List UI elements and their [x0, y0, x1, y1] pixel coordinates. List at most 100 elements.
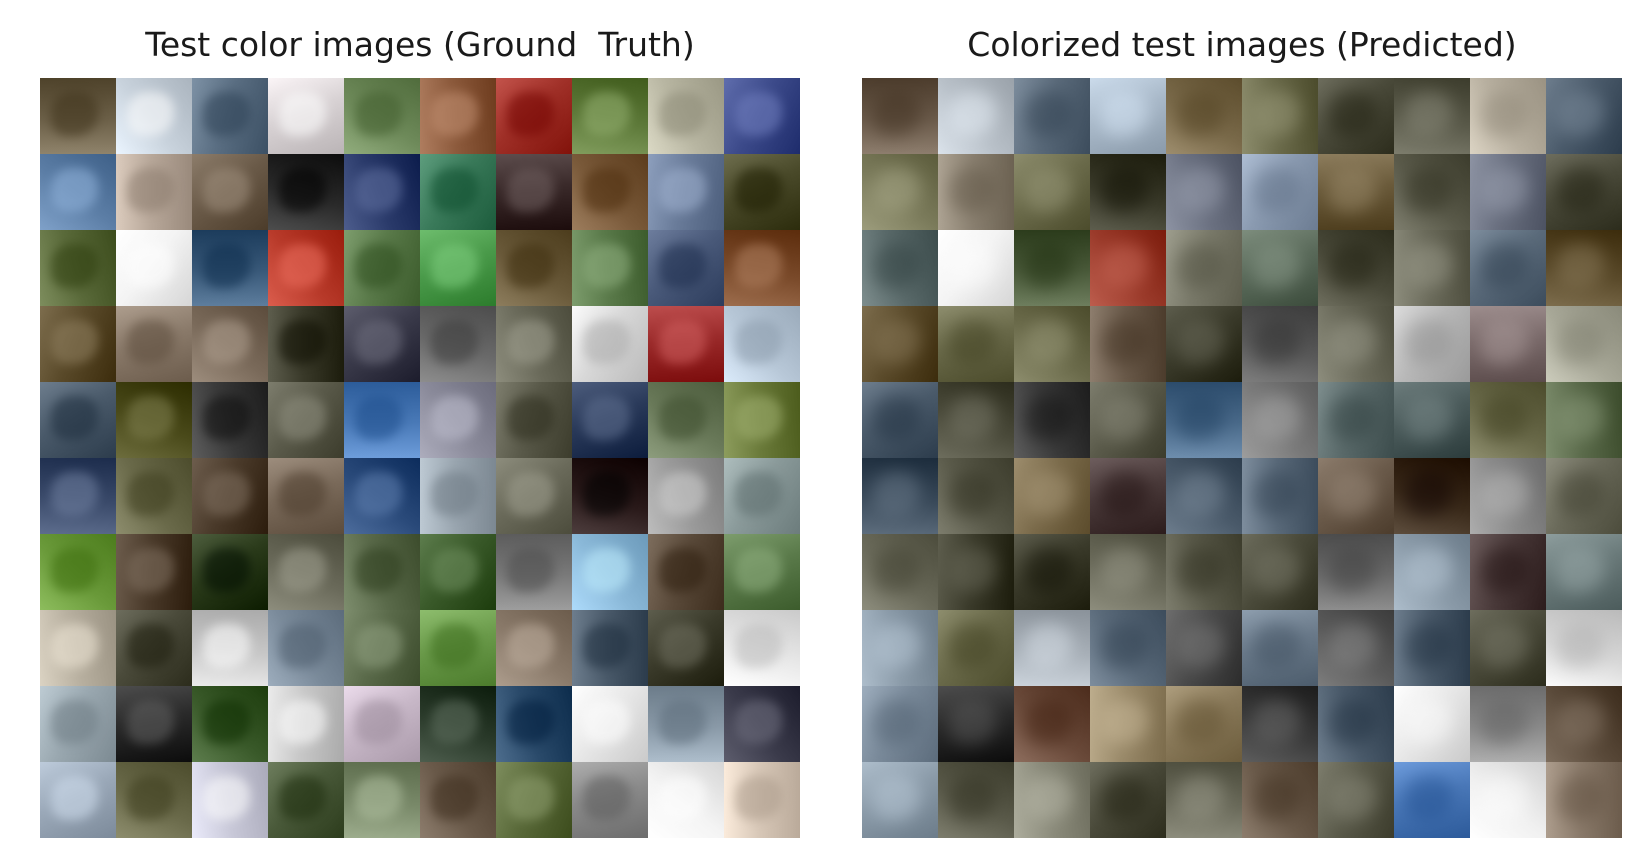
predicted-thumbnail: [1166, 610, 1242, 686]
predicted-thumbnail: [1470, 306, 1546, 382]
ground-truth-thumbnail: [572, 686, 648, 762]
ground-truth-thumbnail: [420, 534, 496, 610]
predicted-thumbnail: [1014, 78, 1090, 154]
ground-truth-thumbnail: [724, 78, 800, 154]
ground-truth-thumbnail: [724, 306, 800, 382]
ground-truth-thumbnail: [648, 382, 724, 458]
ground-truth-title: Test color images (Ground Truth): [145, 25, 695, 64]
ground-truth-thumbnail: [40, 154, 116, 230]
predicted-thumbnail: [1546, 762, 1622, 838]
ground-truth-thumbnail: [496, 154, 572, 230]
predicted-thumbnail: [1166, 686, 1242, 762]
ground-truth-thumbnail: [192, 382, 268, 458]
predicted-thumbnail: [1394, 230, 1470, 306]
ground-truth-thumbnail: [344, 230, 420, 306]
predicted-thumbnail: [1470, 382, 1546, 458]
ground-truth-thumbnail: [572, 762, 648, 838]
ground-truth-thumbnail: [192, 686, 268, 762]
ground-truth-thumbnail: [572, 458, 648, 534]
ground-truth-thumbnail: [496, 610, 572, 686]
predicted-thumbnail: [1546, 306, 1622, 382]
predicted-thumbnail: [862, 230, 938, 306]
predicted-thumbnail: [1546, 686, 1622, 762]
ground-truth-thumbnail: [344, 762, 420, 838]
ground-truth-thumbnail: [496, 78, 572, 154]
ground-truth-panel: Test color images (Ground Truth): [40, 0, 800, 858]
ground-truth-thumbnail: [724, 230, 800, 306]
ground-truth-image-grid: [40, 78, 800, 838]
ground-truth-thumbnail: [344, 534, 420, 610]
predicted-thumbnail: [1546, 610, 1622, 686]
predicted-thumbnail: [1470, 610, 1546, 686]
ground-truth-thumbnail: [116, 610, 192, 686]
ground-truth-thumbnail: [192, 78, 268, 154]
predicted-thumbnail: [1242, 382, 1318, 458]
ground-truth-thumbnail: [116, 762, 192, 838]
ground-truth-thumbnail: [192, 458, 268, 534]
ground-truth-thumbnail: [420, 230, 496, 306]
predicted-thumbnail: [1546, 534, 1622, 610]
predicted-thumbnail: [1470, 458, 1546, 534]
ground-truth-thumbnail: [116, 686, 192, 762]
predicted-thumbnail: [1394, 306, 1470, 382]
predicted-thumbnail: [1470, 534, 1546, 610]
ground-truth-thumbnail: [40, 458, 116, 534]
ground-truth-thumbnail: [192, 230, 268, 306]
ground-truth-thumbnail: [648, 230, 724, 306]
predicted-thumbnail: [1090, 458, 1166, 534]
predicted-thumbnail: [1318, 534, 1394, 610]
predicted-thumbnail: [1242, 762, 1318, 838]
ground-truth-thumbnail: [344, 382, 420, 458]
ground-truth-thumbnail: [344, 154, 420, 230]
predicted-thumbnail: [862, 762, 938, 838]
predicted-thumbnail: [1090, 230, 1166, 306]
ground-truth-thumbnail: [724, 154, 800, 230]
ground-truth-thumbnail: [572, 382, 648, 458]
ground-truth-thumbnail: [116, 154, 192, 230]
ground-truth-thumbnail: [496, 306, 572, 382]
predicted-thumbnail: [1014, 458, 1090, 534]
predicted-thumbnail: [1166, 762, 1242, 838]
predicted-thumbnail: [1014, 230, 1090, 306]
predicted-thumbnail: [1318, 458, 1394, 534]
predicted-thumbnail: [1242, 458, 1318, 534]
predicted-thumbnail: [862, 154, 938, 230]
ground-truth-thumbnail: [648, 458, 724, 534]
ground-truth-thumbnail: [40, 306, 116, 382]
ground-truth-thumbnail: [496, 382, 572, 458]
predicted-thumbnail: [862, 610, 938, 686]
predicted-thumbnail: [862, 458, 938, 534]
predicted-thumbnail: [862, 306, 938, 382]
predicted-thumbnail: [1470, 230, 1546, 306]
ground-truth-thumbnail: [192, 610, 268, 686]
ground-truth-thumbnail: [648, 78, 724, 154]
ground-truth-thumbnail: [116, 230, 192, 306]
ground-truth-thumbnail: [572, 306, 648, 382]
ground-truth-thumbnail: [420, 78, 496, 154]
predicted-thumbnail: [938, 230, 1014, 306]
predicted-thumbnail: [1318, 306, 1394, 382]
predicted-thumbnail: [1242, 534, 1318, 610]
predicted-thumbnail: [862, 382, 938, 458]
predicted-thumbnail: [1546, 230, 1622, 306]
ground-truth-thumbnail: [192, 154, 268, 230]
ground-truth-thumbnail: [344, 686, 420, 762]
ground-truth-thumbnail: [724, 458, 800, 534]
predicted-thumbnail: [1242, 230, 1318, 306]
predicted-thumbnail: [1166, 458, 1242, 534]
ground-truth-thumbnail: [648, 306, 724, 382]
predicted-thumbnail: [1318, 382, 1394, 458]
predicted-thumbnail: [1090, 154, 1166, 230]
predicted-thumbnail: [1090, 534, 1166, 610]
ground-truth-thumbnail: [496, 458, 572, 534]
ground-truth-thumbnail: [344, 306, 420, 382]
ground-truth-thumbnail: [344, 78, 420, 154]
predicted-thumbnail: [938, 610, 1014, 686]
predicted-thumbnail: [938, 382, 1014, 458]
predicted-thumbnail: [1394, 610, 1470, 686]
ground-truth-thumbnail: [344, 458, 420, 534]
ground-truth-thumbnail: [116, 458, 192, 534]
predicted-thumbnail: [1090, 762, 1166, 838]
ground-truth-thumbnail: [420, 762, 496, 838]
ground-truth-thumbnail: [724, 534, 800, 610]
